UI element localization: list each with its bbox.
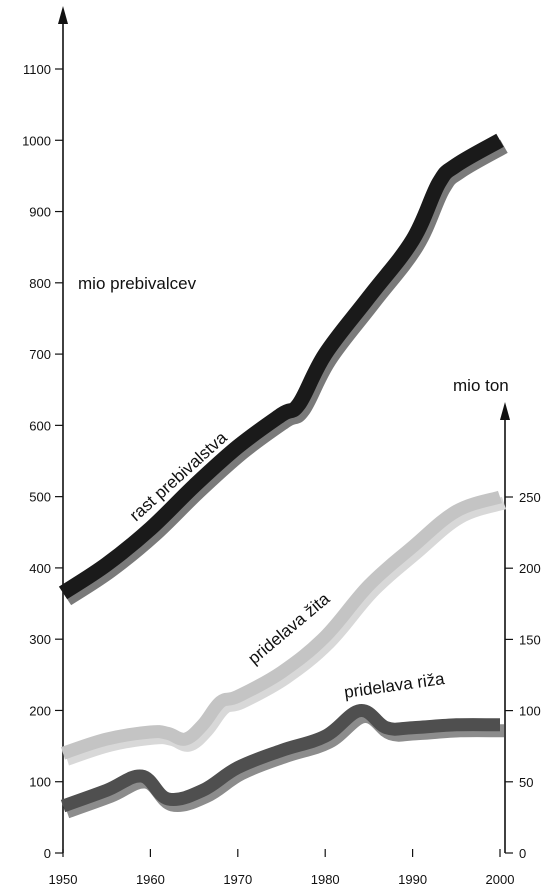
right-tick-label: 100 xyxy=(519,704,541,719)
right-tick-label: 200 xyxy=(519,561,541,576)
right-tick-label: 250 xyxy=(519,490,541,505)
left-tick-label: 800 xyxy=(29,276,51,291)
left-tick-label: 1000 xyxy=(22,133,51,148)
right-tick-label: 0 xyxy=(519,846,526,861)
left-tick-label: 300 xyxy=(29,632,51,647)
left-tick-label: 700 xyxy=(29,347,51,362)
left-tick-label: 500 xyxy=(29,490,51,505)
left-tick-label: 900 xyxy=(29,205,51,220)
right-axis-label: mio ton xyxy=(453,376,509,395)
left-axis-label: mio prebivalcev xyxy=(78,274,197,293)
x-tick-label: 1950 xyxy=(49,872,78,887)
left-tick-label: 600 xyxy=(29,418,51,433)
x-tick-label: 1980 xyxy=(311,872,340,887)
x-tick-label: 1970 xyxy=(223,872,252,887)
labels-layer: mio prebivalcev mio ton rast prebivalstv… xyxy=(78,274,509,702)
left-tick-label: 0 xyxy=(44,846,51,861)
left-axis-arrow xyxy=(58,6,68,24)
left-tick-label: 100 xyxy=(29,775,51,790)
x-tick-label: 1990 xyxy=(398,872,427,887)
series-label-rice: pridelava riža xyxy=(343,669,446,702)
left-tick-label: 400 xyxy=(29,561,51,576)
axes: 1950 1960 1970 1980 1990 20000100200300400500… xyxy=(22,6,541,887)
series-line-population xyxy=(58,133,504,600)
x-tick-label: 2000 xyxy=(486,872,515,887)
right-axis-arrow xyxy=(500,402,510,420)
right-tick-label: 50 xyxy=(519,775,533,790)
left-tick-label: 1100 xyxy=(23,62,51,77)
series-layer xyxy=(58,133,508,819)
series-line-grain xyxy=(60,490,503,760)
series-line-rice xyxy=(60,704,501,813)
right-tick-label: 150 xyxy=(519,632,541,647)
left-tick-label: 200 xyxy=(29,703,51,718)
x-tick-label: 1960 xyxy=(136,872,165,887)
